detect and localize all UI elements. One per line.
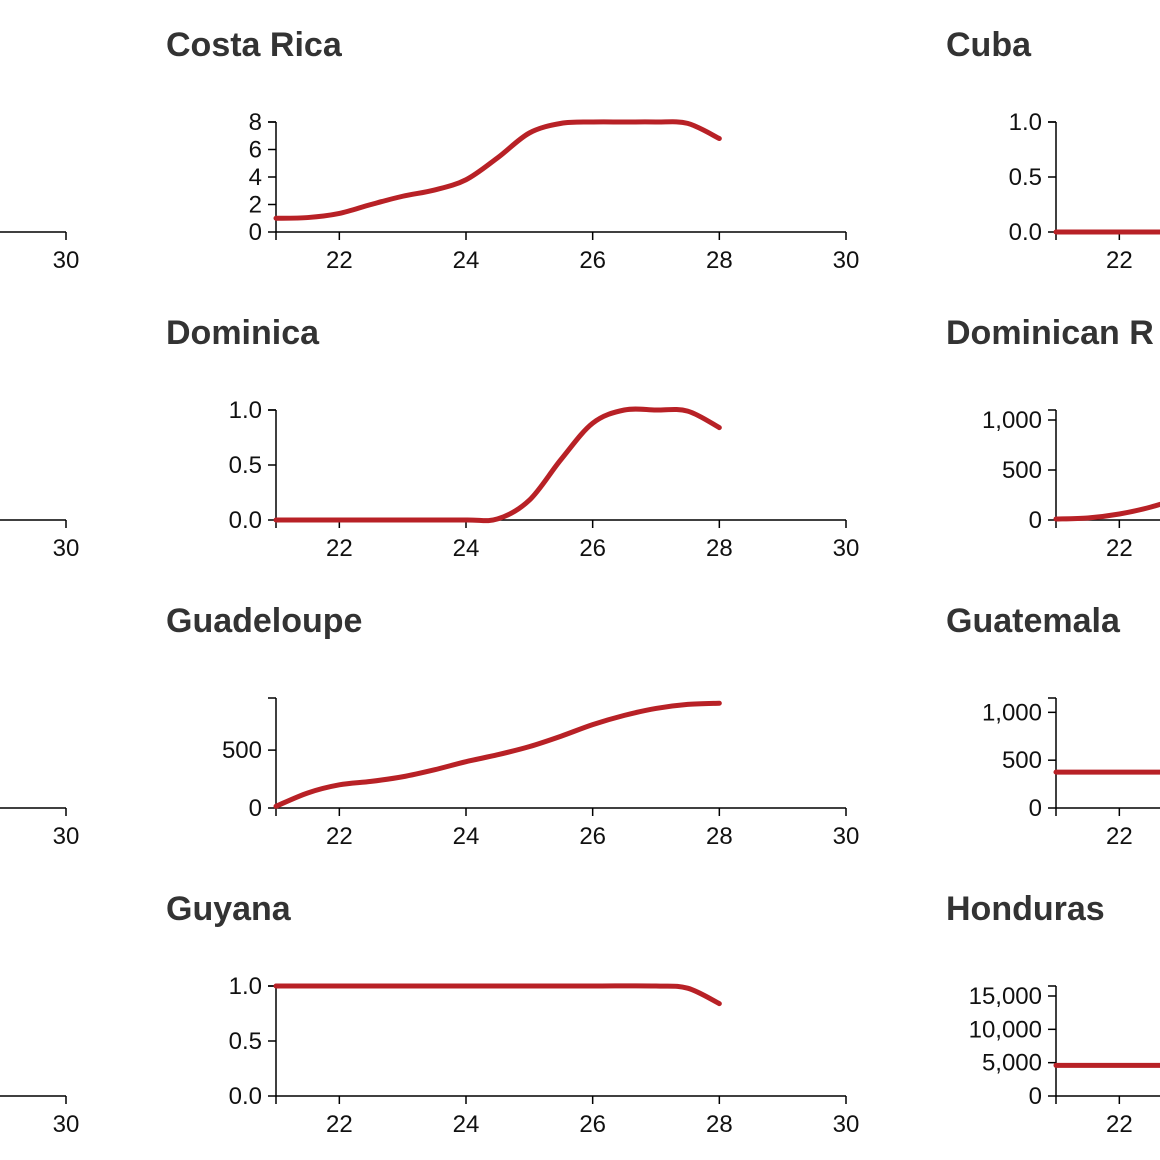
- y-tick-label: 1,000: [982, 407, 1042, 434]
- x-tick-label: 22: [326, 535, 353, 562]
- panel-title: Guyana: [166, 890, 292, 928]
- chart-panel-guatemala: Guatemala222426283005001,000: [946, 602, 1160, 850]
- x-tick-label: 30: [833, 823, 860, 850]
- left-column-remnant-1: 30: [0, 231, 80, 274]
- y-tick-label: 1,000: [982, 699, 1042, 726]
- y-tick-label: 0.5: [229, 452, 262, 479]
- panel-title: Dominica: [166, 314, 320, 352]
- y-tick-label: 0.0: [229, 1083, 262, 1110]
- chart-panel-guyana: Guyana 22 24 26 28 30 0.0 0.5 1.0: [166, 890, 859, 1138]
- y-tick-label: 1.0: [229, 397, 262, 424]
- y-tick-label: 1.0: [229, 973, 262, 1000]
- x-tick-label: 28: [706, 535, 733, 562]
- x-tick-label: 28: [706, 823, 733, 850]
- x-tick-label: 22: [326, 247, 353, 274]
- series-line: [273, 119, 722, 221]
- y-tick-label: 4: [249, 164, 262, 191]
- y-tick-label: 6: [249, 137, 262, 164]
- x-tick-label: 28: [706, 247, 733, 274]
- x-tick-label: 28: [706, 1111, 733, 1138]
- panel-title: Guatemala: [946, 602, 1121, 640]
- y-tick-label: 10,000: [969, 1016, 1042, 1043]
- x-tick-label: 22: [326, 1111, 353, 1138]
- chart-panel-dominica: Dominica 22 24 26 28 30 0.0 0.5 1.0: [166, 314, 859, 562]
- x-tick-label: 30: [833, 247, 860, 274]
- x-tick-label: 22: [1106, 247, 1133, 274]
- x-tick-label: 24: [453, 535, 480, 562]
- y-tick-label: 1.0: [1009, 109, 1042, 136]
- chart-panel-cuba: Cuba22242628300.00.51.0: [946, 26, 1160, 274]
- y-tick-label: 0: [249, 219, 262, 246]
- panel-title: Dominican R: [946, 314, 1154, 352]
- x-tick-label: 22: [326, 823, 353, 850]
- x-tick-label: 24: [453, 1111, 480, 1138]
- y-tick-label: 0.0: [229, 507, 262, 534]
- left-column-remnant-4: 30: [0, 1095, 80, 1138]
- x-tick-label: 26: [579, 1111, 606, 1138]
- y-tick-label: 0: [1029, 1083, 1042, 1110]
- y-tick-label: 0: [1029, 795, 1042, 822]
- x-tick-label: 30: [53, 535, 80, 562]
- chart-panel-guadeloupe: Guadeloupe 22 24 26 28 30 0 500: [166, 602, 859, 850]
- x-tick-label: 26: [579, 247, 606, 274]
- left-column-remnant-2: 30: [0, 519, 80, 562]
- x-tick-label: 30: [53, 823, 80, 850]
- y-tick-label: 0: [249, 795, 262, 822]
- chart-panel-dominican-r: Dominican R222426283005001,000: [946, 314, 1160, 562]
- x-tick-label: 22: [1106, 535, 1133, 562]
- panel-title: Cuba: [946, 26, 1032, 64]
- x-tick-label: 22: [1106, 823, 1133, 850]
- x-tick-label: 30: [833, 1111, 860, 1138]
- y-tick-label: 0.0: [1009, 219, 1042, 246]
- panel-title: Honduras: [946, 890, 1105, 928]
- x-tick-label: 26: [579, 823, 606, 850]
- y-tick-label: 500: [1002, 457, 1042, 484]
- panel-title: Guadeloupe: [166, 602, 362, 640]
- series-line: [1053, 501, 1160, 522]
- y-tick-label: 5,000: [982, 1050, 1042, 1077]
- x-tick-label: 24: [453, 247, 480, 274]
- x-tick-label: 26: [579, 535, 606, 562]
- left-column-remnant-3: 30: [0, 807, 80, 850]
- y-tick-label: 0: [1029, 507, 1042, 534]
- panel-title: Costa Rica: [166, 26, 343, 64]
- y-tick-label: 2: [249, 192, 262, 219]
- x-tick-label: 30: [53, 1111, 80, 1138]
- y-tick-label: 8: [249, 109, 262, 136]
- series-line: [273, 700, 722, 809]
- y-tick-label: 0.5: [1009, 164, 1042, 191]
- x-tick-label: 24: [453, 823, 480, 850]
- y-tick-label: 0.5: [229, 1028, 262, 1055]
- y-tick-label: 500: [1002, 747, 1042, 774]
- x-tick-label: 30: [833, 535, 860, 562]
- series-line: [273, 983, 722, 1007]
- x-tick-label: 22: [1106, 1111, 1133, 1138]
- x-tick-label: 30: [53, 247, 80, 274]
- y-tick-label: 15,000: [969, 983, 1042, 1010]
- series-line: [273, 406, 722, 524]
- y-tick-label: 500: [222, 737, 262, 764]
